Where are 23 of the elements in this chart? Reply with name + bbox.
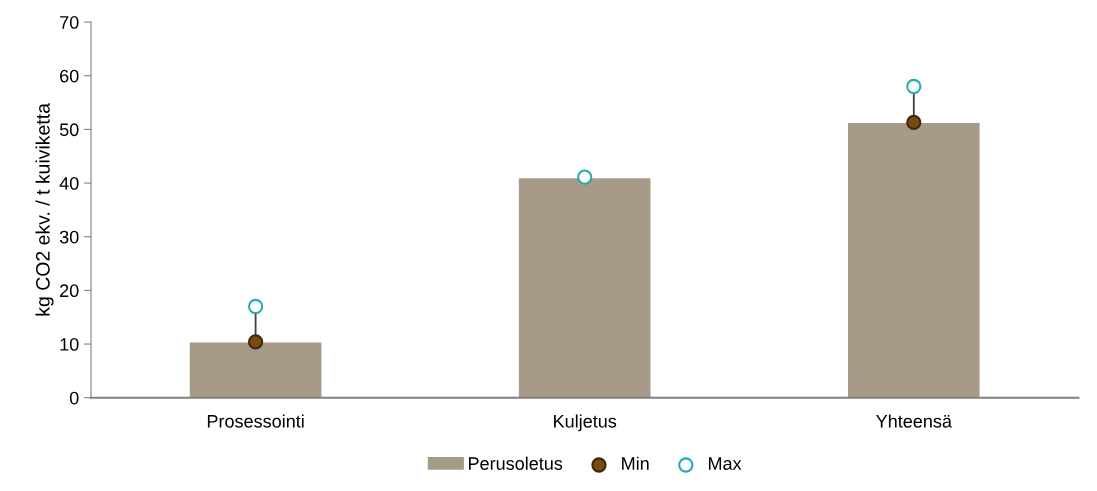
y-tick-label: 60 [60,69,79,83]
bar [518,178,651,398]
bar [189,342,322,398]
legend-label: Min [622,456,649,470]
x-tick-label: Yhteensä [876,414,952,428]
point [247,334,264,350]
x-tick-label: Prosessointi [207,414,304,428]
y-tick-label: 70 [60,16,79,29]
point [247,298,264,315]
y-tick-label: 10 [60,337,79,351]
point [906,78,922,95]
y-tick-label: 50 [59,123,79,137]
y-tick-label: 20 [60,284,79,298]
y-tick-label: 40 [59,177,79,190]
point [906,114,922,131]
bar [847,122,980,398]
legend-label: Max [708,457,742,470]
y-axis-title: kg CO2 ekv. / t kuiviketta [35,103,54,316]
y-tick-label: 0 [69,391,79,405]
legend-label: Perusoletus [468,456,563,470]
x-tick-label: Kuljetus [554,414,617,432]
point [577,169,593,185]
y-tick-label: 30 [59,230,79,244]
